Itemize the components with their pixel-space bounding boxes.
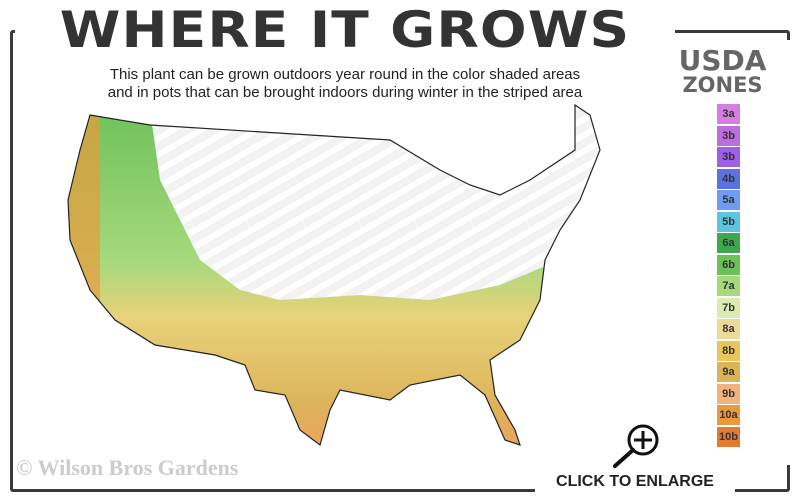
zone-swatch-10b: 10b bbox=[717, 426, 740, 447]
subtitle-line-2: and in pots that can be brought indoors … bbox=[107, 84, 583, 101]
magnifier-plus-icon[interactable] bbox=[605, 420, 665, 470]
zone-swatch-3b: 3b bbox=[717, 147, 740, 167]
zone-swatch-3b: 3b bbox=[717, 125, 740, 146]
zone-swatch-7a: 7a bbox=[717, 276, 740, 296]
click-to-enlarge-button[interactable]: CLICK TO ENLARGE bbox=[535, 470, 735, 500]
zone-swatch-8b: 8b bbox=[717, 340, 740, 361]
page-title: WHERE IT GROWS bbox=[15, 2, 675, 58]
zone-swatch-10a: 10a bbox=[717, 405, 740, 425]
zone-swatch-5b: 5b bbox=[717, 211, 740, 232]
zone-swatch-4b: 4b bbox=[717, 168, 740, 189]
zone-swatch-9b: 9b bbox=[717, 383, 740, 404]
zone-swatch-7b: 7b bbox=[717, 297, 740, 318]
us-outline bbox=[67, 103, 601, 447]
zone-swatch-6b: 6b bbox=[717, 254, 740, 275]
zone-swatch-8a: 8a bbox=[717, 319, 740, 339]
us-zone-map[interactable] bbox=[0, 0, 660, 470]
zone-swatch-5a: 5a bbox=[717, 190, 740, 210]
subtitle-line-1: This plant can be grown outdoors year ro… bbox=[109, 66, 581, 83]
legend-title-2: ZONES bbox=[682, 73, 763, 97]
copyright: © Wilson Bros Gardens bbox=[16, 455, 239, 480]
zone-swatch-3a: 3a bbox=[717, 104, 740, 124]
subtitle: This plant can be grown outdoors year ro… bbox=[40, 66, 650, 102]
zone-swatch-6a: 6a bbox=[717, 233, 740, 253]
legend-title-1: USDA bbox=[678, 44, 767, 77]
map-regions bbox=[68, 105, 600, 445]
zone-swatch-9a: 9a bbox=[717, 362, 740, 382]
